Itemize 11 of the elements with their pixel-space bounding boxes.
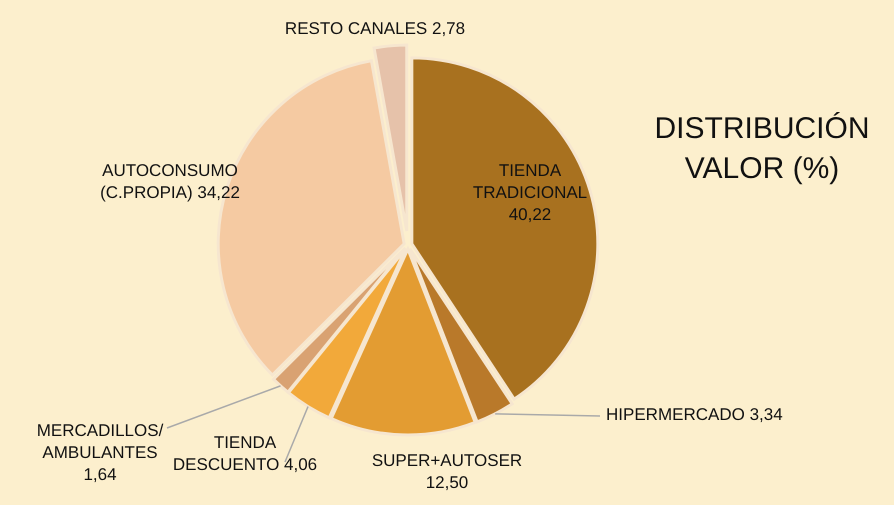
data-label: 12,50 — [426, 473, 468, 492]
text: DISTRIBUCIÓN VALOR (%) — [654, 111, 870, 185]
data-label: 40,22 — [508, 205, 552, 224]
slice-label: TIENDA DESCUENTO 4,06 — [172, 433, 318, 474]
slice-label: MERCADILLOS/ AMBULANTES — [36, 421, 164, 462]
data-label: 1,64 — [83, 465, 117, 484]
slice-label: SUPER+AUTOSER — [372, 451, 522, 470]
slice-label: RESTO CANALES 2,78 — [284, 19, 466, 38]
slice-label: HIPERMERCADO 3,34 — [606, 405, 783, 424]
slice-label: AUTOCONSUMO (C.PROPIA) 34,22 — [100, 161, 240, 202]
slice-label: TIENDA TRADICIONAL — [472, 161, 588, 202]
